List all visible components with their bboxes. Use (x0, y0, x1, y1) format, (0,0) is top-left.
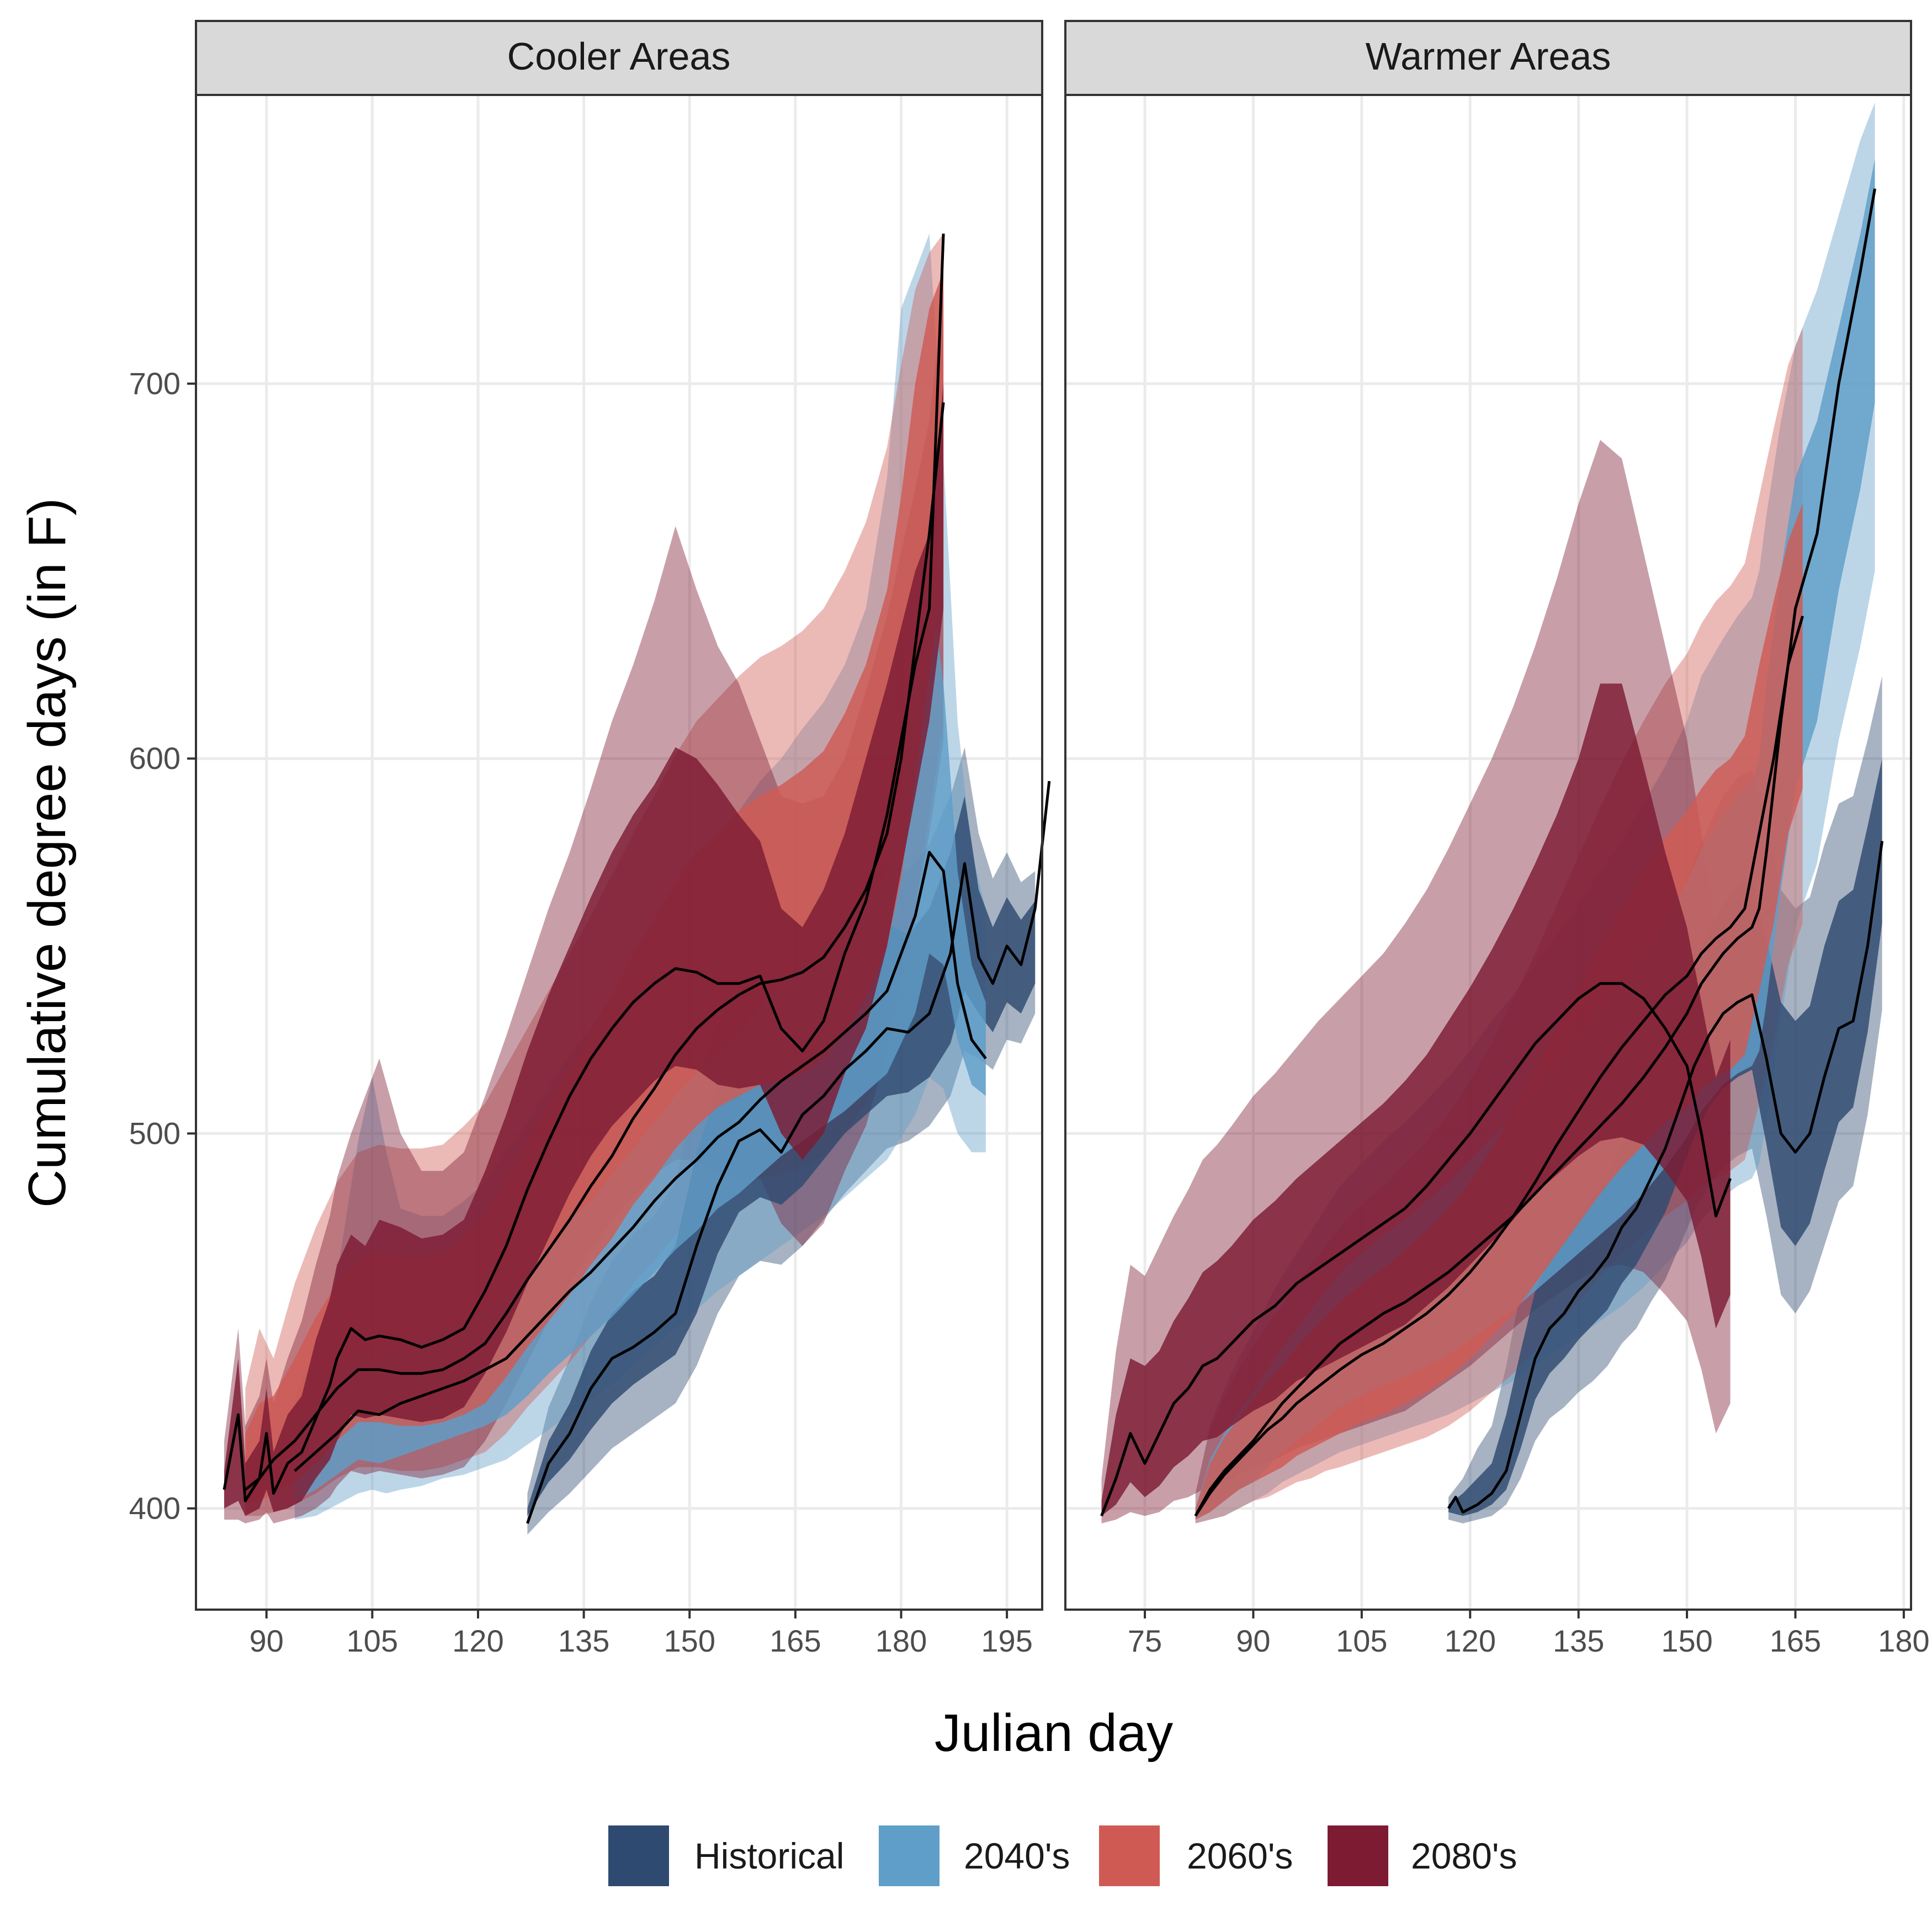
x-tick-label: 105 (1336, 1623, 1387, 1658)
median-line-historical (1447, 841, 1884, 1514)
band-inner-y2080 (224, 384, 944, 1516)
median-line-y2040 (294, 851, 987, 1472)
y-tick-label: 700 (129, 366, 181, 401)
x-tick-label: 195 (981, 1623, 1032, 1658)
x-ticks-warmer: 75 90 105 120 135 150 165 180 (1128, 1610, 1930, 1658)
panel-warmer-areas: Warmer Areas 75 90 105 120 135 150 165 180 (1064, 20, 1930, 1658)
legend-label-y2040: 2040's (964, 1835, 1070, 1876)
x-axis-label: Julian day (935, 1703, 1173, 1763)
legend-label-historical: Historical (694, 1835, 844, 1876)
band-outer-y2040 (294, 233, 986, 1520)
legend-swatch-y2040 (879, 1825, 940, 1886)
bands-cooler (224, 233, 1036, 1535)
x-tick-label: 150 (664, 1623, 715, 1658)
band-outer-y2060 (245, 233, 944, 1516)
y-axis-label: Cumulative degree days (in F) (18, 498, 77, 1208)
bands-warmer (1101, 102, 1882, 1524)
median-line-y2080 (1100, 982, 1732, 1517)
panel-strip-cooler-areas (195, 20, 1043, 96)
y-tick-label: 500 (129, 1116, 181, 1150)
median-line-y2060 (244, 402, 945, 1491)
x-tick-label: 180 (1878, 1623, 1929, 1658)
legend: Historical 2040's 2060's 2080's (608, 1825, 1517, 1886)
x-tick-label: 150 (1661, 1623, 1712, 1658)
median-line-y2080 (222, 233, 945, 1503)
band-outer-y2080 (224, 290, 944, 1524)
median-line-historical (526, 781, 1051, 1524)
median-line-y2060 (1194, 615, 1804, 1517)
x-tick-label: 105 (347, 1623, 398, 1658)
band-inner-y2080 (1101, 683, 1731, 1516)
x-tick-label: 75 (1128, 1623, 1162, 1658)
x-tick-label: 165 (769, 1623, 821, 1658)
panel-title-warmer-areas: Warmer Areas (1366, 35, 1611, 78)
x-ticks-cooler: 90 105 120 135 150 165 180 195 (250, 1610, 1033, 1658)
x-tick-label: 135 (1553, 1623, 1604, 1658)
x-tick-label: 120 (452, 1623, 503, 1658)
x-tick-label: 90 (1236, 1623, 1270, 1658)
legend-label-y2080: 2080's (1411, 1835, 1517, 1876)
panel-cooler-areas: Cooler Areas 90 105 120 135 150 165 180 195 (195, 20, 1051, 1658)
median-lines-cooler (222, 233, 1051, 1524)
gridlines-cooler (196, 95, 1042, 1610)
legend-swatch-y2080 (1328, 1825, 1388, 1886)
median-line-y2040 (1194, 188, 1876, 1517)
legend-label-y2060: 2060's (1187, 1835, 1293, 1876)
y-ticks: 400 500 600 700 (129, 366, 196, 1526)
x-tick-label: 165 (1770, 1623, 1821, 1658)
median-lines-warmer (1100, 188, 1884, 1517)
panel-title-cooler-areas: Cooler Areas (507, 35, 731, 78)
x-tick-label: 120 (1445, 1623, 1496, 1658)
panel-border-warmer (1064, 94, 1912, 1611)
x-tick-label: 180 (875, 1623, 927, 1658)
legend-swatch-historical (608, 1825, 669, 1886)
x-tick-label: 90 (250, 1623, 284, 1658)
panel-border-cooler (195, 94, 1043, 1611)
y-tick-label: 400 (129, 1491, 181, 1526)
x-tick-label: 135 (558, 1623, 609, 1658)
legend-swatch-y2060 (1099, 1825, 1160, 1886)
y-tick-label: 600 (129, 741, 181, 776)
